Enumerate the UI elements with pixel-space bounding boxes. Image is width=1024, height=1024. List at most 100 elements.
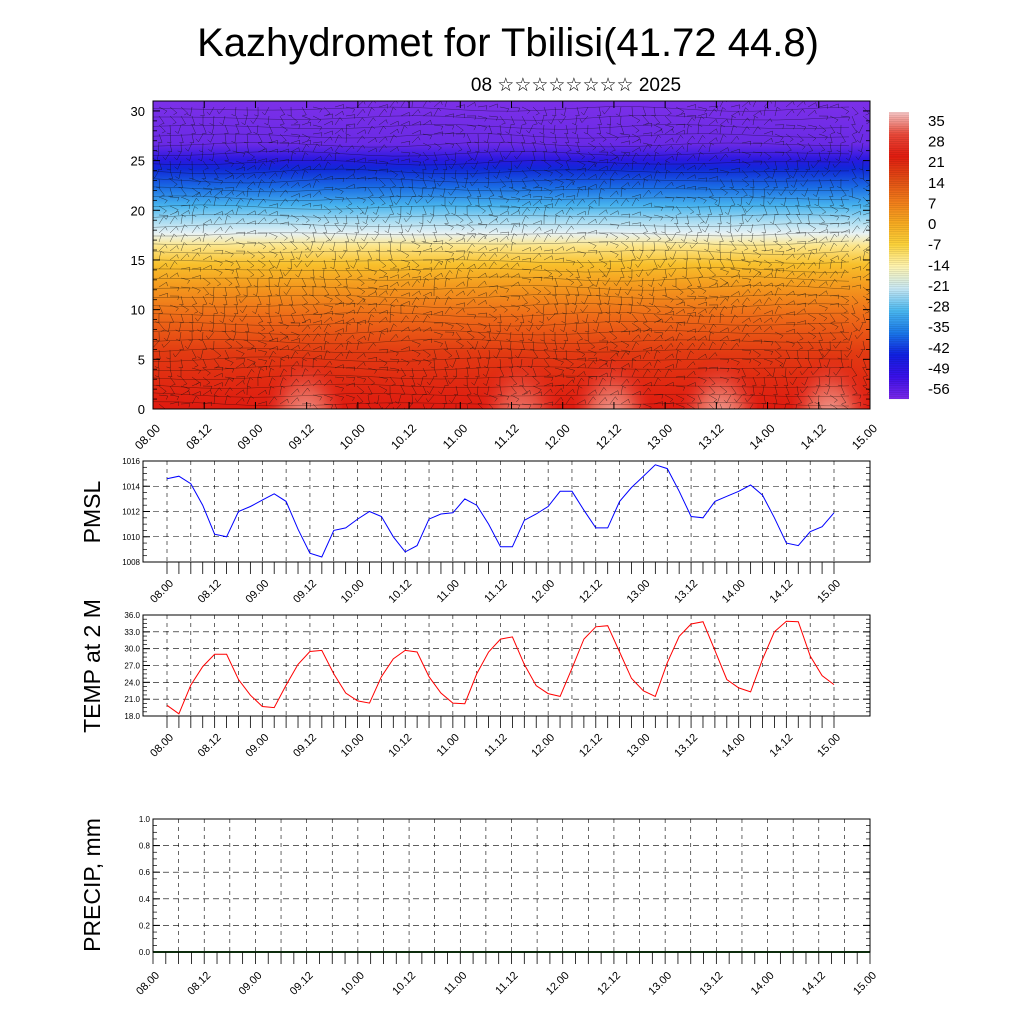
wind-barb bbox=[565, 246, 575, 252]
wind-barb bbox=[599, 241, 609, 246]
wind-barb bbox=[367, 101, 376, 108]
wind-barb bbox=[246, 173, 256, 180]
wind-barb bbox=[675, 123, 686, 129]
wind-barb bbox=[290, 313, 296, 323]
wind-barb bbox=[598, 259, 608, 267]
temp-x-tick-label: 11.00 bbox=[435, 732, 462, 759]
wind-barb bbox=[488, 124, 493, 134]
wind-barb bbox=[378, 331, 385, 342]
wind-barb bbox=[488, 273, 498, 279]
wind-barb bbox=[279, 181, 289, 189]
wind-barb bbox=[839, 196, 844, 206]
wind-barb bbox=[531, 133, 537, 143]
precip-x-tick-label: 13.00 bbox=[646, 970, 674, 998]
wind-barb bbox=[851, 367, 858, 377]
wind-barb bbox=[268, 210, 278, 216]
wind-barb bbox=[301, 358, 307, 369]
wind-barb bbox=[741, 205, 747, 215]
wind-barb bbox=[653, 161, 662, 171]
wind-barb bbox=[209, 286, 215, 297]
wind-barb bbox=[781, 367, 787, 378]
wind-barb bbox=[609, 358, 616, 369]
wind-barb bbox=[816, 151, 822, 162]
wind-barb bbox=[631, 173, 641, 180]
wind-barb bbox=[785, 311, 795, 316]
wind-barb bbox=[565, 259, 576, 266]
wind-barb bbox=[477, 299, 487, 306]
wind-barb bbox=[289, 232, 295, 242]
wind-barb bbox=[180, 204, 191, 209]
wind-barb bbox=[562, 349, 568, 360]
wind-barb bbox=[564, 295, 569, 305]
wind-barb bbox=[202, 340, 208, 350]
wind-barb bbox=[708, 403, 715, 409]
wind-barb bbox=[474, 133, 479, 144]
wind-barb bbox=[389, 367, 400, 374]
wind-barb bbox=[344, 232, 350, 242]
wind-barb bbox=[546, 313, 556, 321]
wind-barb bbox=[162, 151, 171, 161]
wind-barb bbox=[527, 313, 534, 324]
wind-barb bbox=[312, 325, 322, 333]
wind-barb bbox=[455, 340, 465, 349]
wind-barb bbox=[829, 322, 839, 330]
pmsl-x-tick-label: 08.00 bbox=[148, 578, 176, 606]
wind-barb bbox=[823, 358, 831, 368]
wind-barb bbox=[477, 223, 488, 229]
wind-barb bbox=[653, 179, 661, 189]
wind-barb bbox=[576, 232, 587, 237]
wind-barb bbox=[521, 207, 530, 216]
wind-barb bbox=[312, 141, 323, 146]
wind-barb bbox=[499, 133, 505, 143]
wind-barb bbox=[466, 394, 473, 404]
wind-barb bbox=[752, 288, 761, 297]
wind-barb bbox=[627, 259, 633, 270]
wind-barb bbox=[829, 302, 840, 308]
wind-barb bbox=[469, 178, 479, 187]
wind-barb bbox=[222, 133, 227, 144]
wind-barb bbox=[851, 275, 862, 281]
wind-barb bbox=[532, 206, 541, 216]
wind-barb bbox=[191, 349, 197, 359]
wind-barb bbox=[334, 352, 344, 360]
wind-barb bbox=[365, 394, 370, 405]
wind-barb bbox=[205, 331, 215, 340]
wind-barb bbox=[257, 250, 266, 260]
wind-barb bbox=[455, 322, 465, 331]
wind-barb bbox=[675, 151, 682, 162]
wind-barb bbox=[741, 283, 751, 289]
wind-barb bbox=[574, 286, 580, 297]
pmsl-x-tick-label: 12.00 bbox=[529, 578, 557, 606]
wind-barb bbox=[596, 106, 602, 117]
wind-barb bbox=[334, 343, 344, 351]
wind-barb bbox=[330, 259, 336, 270]
wind-barb bbox=[763, 130, 773, 135]
wind-barb bbox=[624, 277, 633, 287]
wind-barb bbox=[153, 340, 160, 349]
wind-barb bbox=[172, 349, 182, 358]
wind-barb bbox=[521, 367, 530, 377]
wind-barb bbox=[345, 169, 356, 174]
wind-barb bbox=[631, 232, 640, 241]
wind-barb bbox=[290, 198, 299, 207]
wind-barb bbox=[829, 103, 839, 108]
wind-barb bbox=[213, 226, 223, 234]
wind-barb bbox=[158, 281, 168, 288]
wind-barb bbox=[323, 106, 331, 116]
wind-barb bbox=[301, 223, 312, 229]
wind-barb bbox=[554, 160, 564, 169]
profile-y-tick-label: 30 bbox=[131, 104, 145, 119]
wind-barb bbox=[521, 232, 529, 243]
wind-barb bbox=[246, 395, 254, 405]
wind-barb bbox=[571, 295, 578, 306]
wind-barb bbox=[213, 216, 222, 225]
wind-barb bbox=[832, 160, 842, 168]
wind-barb bbox=[851, 266, 861, 271]
wind-barb bbox=[422, 358, 432, 366]
wind-barb bbox=[697, 223, 702, 233]
wind-barb bbox=[389, 101, 399, 108]
wind-barb bbox=[257, 358, 268, 365]
wind-barb bbox=[455, 268, 462, 279]
